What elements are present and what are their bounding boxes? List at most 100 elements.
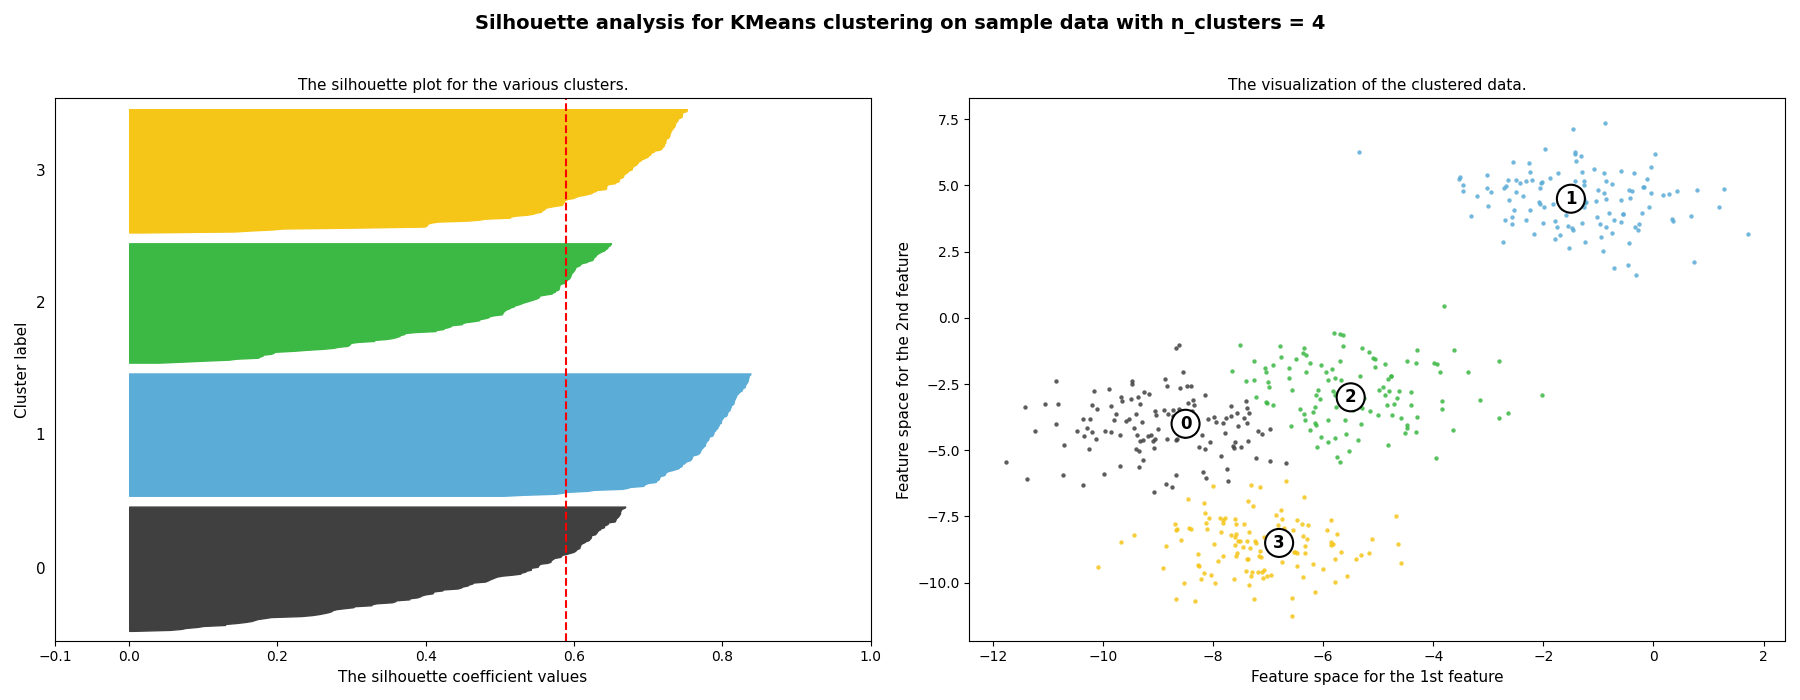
Point: [1069, 480, 1098, 491]
Point: [1199, 412, 1228, 423]
Point: [1339, 386, 1368, 398]
Point: [1391, 356, 1420, 367]
Point: [1449, 186, 1478, 197]
Point: [1170, 578, 1199, 589]
Point: [1508, 190, 1537, 202]
Point: [1683, 184, 1712, 195]
Point: [1586, 218, 1615, 229]
Point: [1291, 414, 1319, 426]
Point: [1233, 402, 1262, 414]
Point: [1021, 426, 1049, 437]
Point: [1440, 344, 1469, 356]
Point: [1319, 328, 1348, 339]
Point: [1364, 384, 1393, 395]
Point: [1220, 436, 1249, 447]
Point: [1246, 482, 1274, 493]
Point: [1226, 536, 1255, 547]
Point: [1465, 394, 1494, 405]
Point: [1640, 148, 1669, 160]
Point: [1561, 156, 1589, 167]
Point: [1485, 412, 1514, 423]
Point: [1264, 541, 1292, 552]
Point: [1233, 435, 1262, 447]
Text: 2: 2: [1345, 389, 1357, 406]
Point: [1316, 536, 1345, 547]
Point: [1512, 214, 1541, 225]
X-axis label: Feature space for the 1st feature: Feature space for the 1st feature: [1251, 670, 1503, 685]
Point: [1075, 444, 1103, 455]
Text: 3: 3: [1273, 534, 1285, 552]
Point: [1107, 536, 1136, 547]
Point: [1591, 222, 1620, 233]
Point: [1222, 518, 1251, 529]
Point: [1269, 531, 1298, 542]
Point: [1532, 144, 1561, 155]
Point: [1267, 556, 1296, 567]
Point: [1123, 429, 1152, 440]
Text: 0: 0: [1179, 415, 1192, 433]
Point: [1314, 374, 1343, 386]
Point: [1589, 167, 1618, 178]
Point: [1490, 183, 1519, 194]
Point: [1314, 436, 1343, 447]
Point: [1247, 566, 1276, 578]
Point: [1121, 443, 1150, 454]
Point: [1265, 341, 1294, 352]
Point: [1368, 382, 1397, 393]
Point: [1208, 517, 1237, 528]
Point: [1332, 428, 1361, 440]
Point: [1211, 413, 1240, 424]
Point: [1224, 420, 1253, 431]
Point: [1242, 538, 1271, 549]
Point: [1624, 224, 1652, 235]
Point: [1357, 533, 1386, 544]
Point: [1298, 558, 1327, 569]
Point: [1307, 360, 1336, 371]
Point: [1161, 594, 1190, 605]
Point: [1129, 454, 1157, 466]
Point: [1118, 375, 1147, 386]
Point: [1568, 217, 1597, 228]
Point: [992, 456, 1021, 468]
Point: [1192, 517, 1220, 528]
Point: [1323, 387, 1352, 398]
Point: [1597, 227, 1625, 238]
Point: [1355, 346, 1384, 358]
Point: [1139, 486, 1168, 497]
Point: [1049, 440, 1078, 451]
Point: [1229, 412, 1258, 423]
Point: [1125, 446, 1154, 457]
Point: [1615, 185, 1643, 196]
Point: [1276, 420, 1305, 431]
Point: [1062, 425, 1091, 436]
Point: [1570, 192, 1598, 203]
Point: [1559, 123, 1588, 134]
Point: [1210, 417, 1238, 428]
Point: [1278, 610, 1307, 622]
Point: [1174, 523, 1202, 534]
Point: [1318, 385, 1346, 396]
Point: [1188, 429, 1217, 440]
Point: [1490, 215, 1519, 226]
Point: [1318, 538, 1346, 549]
Point: [1174, 494, 1202, 505]
Point: [1172, 419, 1201, 430]
Point: [1184, 549, 1213, 560]
Point: [1233, 496, 1262, 507]
Point: [1591, 176, 1620, 187]
Point: [1242, 391, 1271, 402]
Point: [1242, 452, 1271, 463]
Point: [1255, 382, 1283, 393]
Point: [1161, 342, 1190, 354]
Point: [1337, 386, 1366, 398]
Point: [1289, 530, 1318, 541]
Point: [1289, 491, 1318, 503]
Point: [1163, 433, 1192, 444]
Point: [1615, 237, 1643, 248]
Point: [1091, 425, 1120, 436]
Point: [1237, 570, 1265, 582]
Point: [1233, 554, 1262, 565]
Point: [1193, 414, 1222, 425]
Point: [1186, 573, 1215, 584]
Point: [1528, 176, 1557, 188]
